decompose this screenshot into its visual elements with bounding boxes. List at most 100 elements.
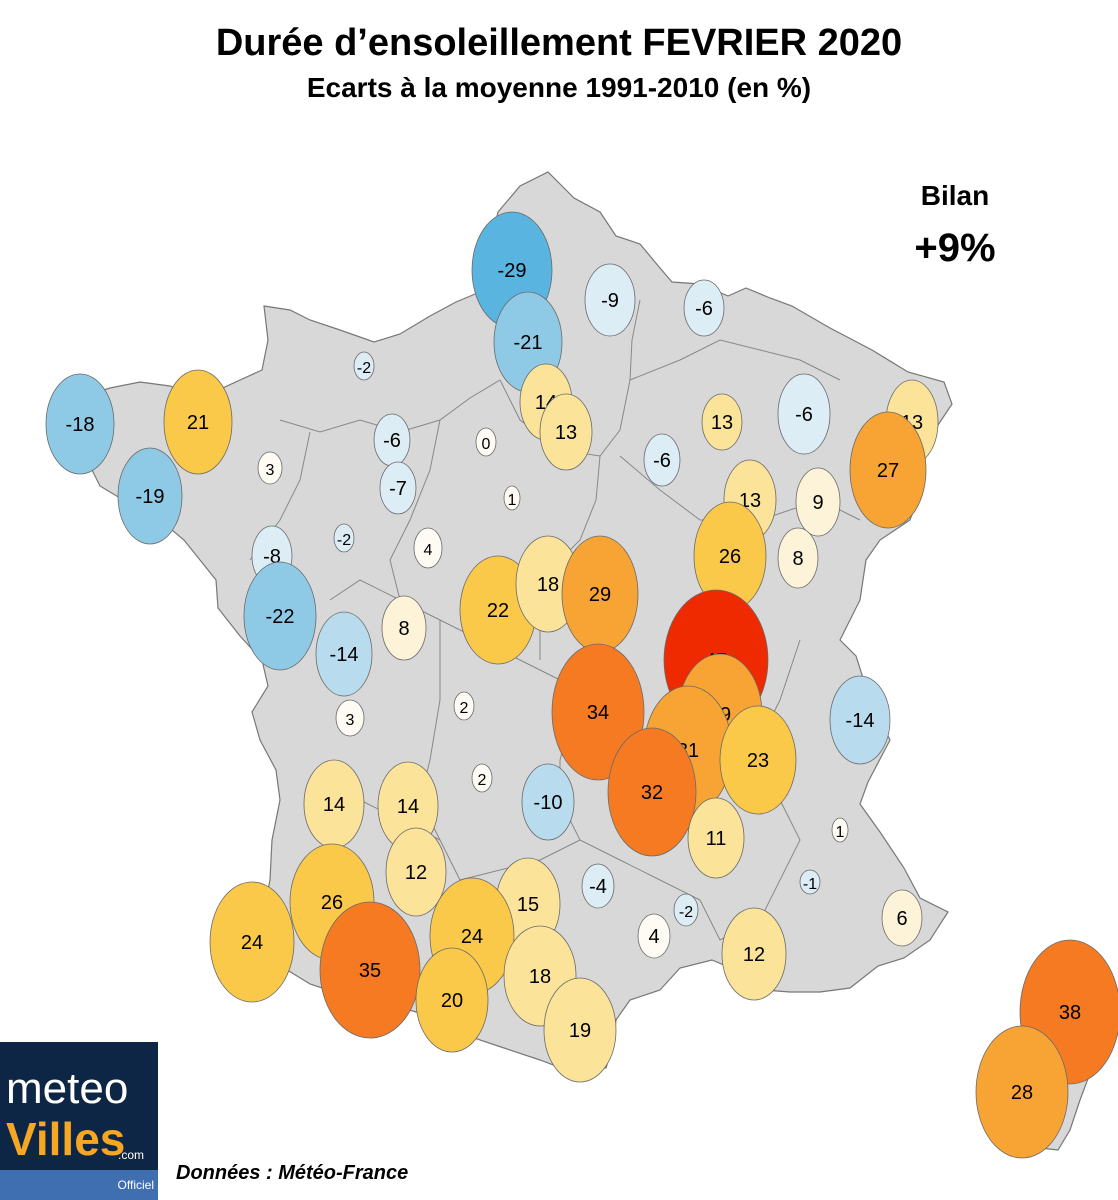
station-value: 32	[641, 782, 663, 804]
station-value: 8	[398, 618, 409, 640]
station-marker	[673, 893, 699, 927]
station-marker	[643, 433, 681, 487]
station-marker	[319, 901, 421, 1039]
station-marker	[777, 527, 819, 589]
station-value: 22	[487, 600, 509, 622]
station-marker	[209, 881, 295, 1003]
station-nice: 6	[881, 889, 923, 947]
station-value: -14	[330, 644, 359, 666]
station-embrun: 1	[831, 817, 849, 843]
station-limoges-n: 2	[453, 691, 475, 721]
station-nimes: 4	[637, 913, 671, 959]
station-marker	[701, 393, 743, 451]
station-marker	[719, 705, 797, 815]
station-value: 12	[743, 944, 765, 966]
station-marker	[353, 351, 375, 381]
station-value: 1	[836, 824, 845, 841]
station-marker	[799, 869, 821, 895]
logo-meteo-text: meteo	[6, 1064, 129, 1113]
station-caen-s: -6	[373, 413, 411, 467]
station-rodez: -4	[581, 863, 615, 909]
meteovilles-logo[interactable]: meteo Villes .com Officiel	[0, 1042, 158, 1200]
station-value: 11	[706, 828, 727, 850]
station-value: 24	[241, 932, 263, 954]
station-value: 2	[460, 700, 469, 717]
station-quimper: -19	[117, 447, 183, 545]
station-marseille: 12	[721, 907, 787, 1001]
station-value: 14	[397, 796, 419, 818]
station-value: 18	[537, 574, 559, 596]
station-value: -6	[795, 404, 813, 426]
station-value: -2	[357, 360, 371, 377]
station-metz: 13	[701, 393, 743, 451]
map-subtitle: Ecarts à la moyenne 1991-2010 (en %)	[306, 72, 812, 103]
station-marker	[881, 889, 923, 947]
station-marker	[413, 527, 443, 569]
station-marker	[539, 393, 593, 471]
logo-com-text: .com	[118, 1148, 145, 1162]
station-marker	[543, 977, 617, 1083]
station-value: 26	[719, 546, 741, 568]
station-nantes: -22	[243, 561, 317, 671]
station-charleville: -6	[683, 279, 725, 337]
station-marker	[831, 817, 849, 843]
station-value: 21	[187, 412, 209, 434]
station-marker	[117, 447, 183, 545]
station-marker	[687, 797, 745, 879]
station-marker	[829, 675, 891, 765]
station-marker	[471, 763, 493, 793]
station-limoges-s: 2	[471, 763, 493, 793]
station-value: -7	[389, 478, 407, 500]
station-value: 3	[266, 462, 275, 479]
bilan-value: +9%	[914, 226, 996, 270]
station-value: 24	[461, 926, 483, 948]
station-value: 4	[424, 542, 433, 559]
station-value: 8	[792, 548, 803, 570]
station-value: -4	[589, 876, 607, 898]
station-value: 13	[555, 422, 577, 444]
station-marker	[637, 913, 671, 959]
station-perpignan: 19	[543, 977, 617, 1083]
station-marker	[335, 699, 365, 737]
station-marker	[503, 485, 521, 511]
station-value: 18	[529, 966, 551, 988]
station-value: 9	[812, 492, 823, 514]
station-marker	[607, 727, 697, 857]
station-clermont: -10	[521, 763, 575, 841]
station-value: -19	[136, 486, 165, 508]
station-marker	[475, 427, 497, 457]
station-value: -14	[846, 710, 875, 732]
station-chartres: 0	[475, 427, 497, 457]
station-marker	[521, 763, 575, 841]
station-colmar: 27	[849, 411, 927, 529]
station-angers: -2	[333, 523, 355, 553]
station-marker	[584, 263, 636, 337]
station-alencon: -7	[379, 461, 417, 515]
station-value: -9	[601, 290, 619, 312]
station-st-etienne: 32	[607, 727, 697, 857]
station-la-rochelle: 3	[335, 699, 365, 737]
station-value: 23	[747, 750, 769, 772]
station-marker	[721, 907, 787, 1001]
station-value: -6	[383, 430, 401, 452]
station-marker	[379, 461, 417, 515]
logo-officiel-text: Officiel	[117, 1178, 154, 1192]
station-autun: 29	[561, 535, 639, 653]
station-marker	[453, 691, 475, 721]
station-value: 27	[877, 460, 899, 482]
station-value: 19	[569, 1020, 591, 1042]
station-marker	[333, 523, 355, 553]
station-marker	[315, 611, 373, 697]
station-value: -21	[514, 332, 543, 354]
station-besancon: 8	[777, 527, 819, 589]
station-marker	[415, 947, 489, 1053]
station-marker	[777, 373, 831, 455]
station-marker	[243, 561, 317, 671]
station-valence: 11	[687, 797, 745, 879]
station-dieppe: -2	[353, 351, 375, 381]
station-marker	[45, 373, 115, 475]
station-value: 35	[359, 960, 381, 982]
map-title: Durée d’ensoleillement FEVRIER 2020	[215, 22, 903, 64]
station-value: 6	[896, 908, 907, 930]
station-value: 0	[482, 436, 491, 453]
